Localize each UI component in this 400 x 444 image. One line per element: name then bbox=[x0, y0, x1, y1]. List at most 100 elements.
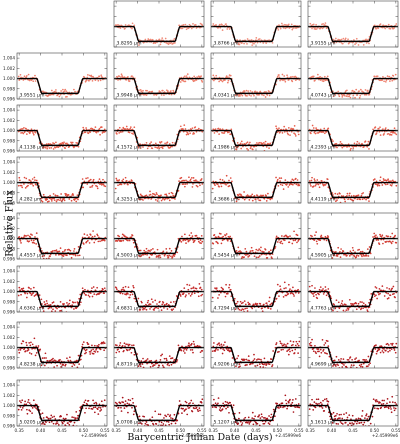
data-point bbox=[231, 357, 234, 359]
data-point bbox=[352, 199, 355, 202]
data-point bbox=[98, 127, 101, 130]
data-point bbox=[343, 94, 346, 97]
data-point bbox=[160, 199, 163, 202]
data-point bbox=[289, 350, 291, 353]
data-point bbox=[45, 199, 47, 201]
y-tick-label: 1.002 bbox=[3, 118, 15, 123]
data-point bbox=[138, 89, 140, 92]
data-point bbox=[62, 142, 65, 145]
data-point bbox=[221, 352, 224, 355]
data-point bbox=[45, 300, 48, 302]
data-point bbox=[345, 95, 348, 97]
data-point bbox=[249, 250, 252, 253]
data-point bbox=[356, 94, 359, 96]
data-point bbox=[28, 287, 31, 289]
data-point bbox=[163, 357, 166, 360]
panel-6: 4.0341 μm bbox=[210, 52, 302, 100]
data-point bbox=[20, 242, 22, 244]
data-point bbox=[168, 364, 171, 367]
data-point bbox=[64, 417, 67, 420]
panel-21: 4.6831 μm bbox=[113, 265, 205, 313]
data-point bbox=[69, 249, 72, 252]
data-point bbox=[283, 287, 286, 290]
data-point bbox=[262, 194, 265, 197]
data-point bbox=[289, 235, 291, 237]
data-point bbox=[166, 308, 169, 310]
data-point bbox=[148, 256, 151, 259]
data-point bbox=[29, 344, 32, 347]
data-point bbox=[389, 235, 392, 238]
data-point bbox=[96, 408, 99, 411]
data-point bbox=[251, 44, 254, 46]
data-point bbox=[142, 308, 144, 311]
data-point bbox=[259, 199, 262, 202]
data-point bbox=[379, 233, 381, 236]
data-point bbox=[275, 342, 278, 344]
data-point bbox=[91, 235, 94, 238]
data-point bbox=[45, 145, 47, 148]
data-point bbox=[278, 295, 280, 297]
data-points bbox=[211, 22, 301, 46]
data-point bbox=[171, 192, 174, 195]
data-point bbox=[86, 341, 89, 344]
data-point bbox=[148, 90, 151, 93]
data-point bbox=[83, 292, 86, 295]
panel-9: 4.1572 μm bbox=[113, 104, 205, 152]
y-tick-label: 1.000 bbox=[3, 180, 15, 185]
data-point bbox=[327, 288, 330, 290]
data-point bbox=[339, 192, 341, 195]
data-point bbox=[122, 239, 125, 242]
data-point bbox=[341, 94, 344, 97]
data-point bbox=[269, 303, 272, 306]
data-point bbox=[120, 73, 123, 76]
data-point bbox=[381, 79, 384, 81]
panel-7: 4.0743 μm bbox=[307, 52, 399, 100]
data-point bbox=[164, 197, 167, 200]
data-point bbox=[337, 90, 340, 93]
data-point bbox=[141, 301, 143, 304]
x-tick-label: 0.45 bbox=[57, 428, 67, 433]
data-point bbox=[231, 180, 233, 183]
data-point bbox=[118, 179, 121, 181]
data-point bbox=[152, 248, 154, 250]
data-point bbox=[35, 232, 38, 234]
data-point bbox=[88, 236, 90, 238]
data-point bbox=[70, 306, 73, 309]
data-point bbox=[213, 183, 216, 185]
data-point bbox=[62, 364, 65, 366]
data-points bbox=[17, 337, 107, 368]
data-point bbox=[49, 255, 51, 258]
data-point bbox=[145, 303, 147, 306]
data-point bbox=[280, 177, 283, 179]
data-point bbox=[311, 284, 313, 287]
data-point bbox=[378, 127, 380, 130]
data-point bbox=[196, 76, 198, 78]
data-point bbox=[179, 81, 182, 83]
data-point bbox=[333, 41, 335, 44]
data-point bbox=[156, 193, 158, 196]
data-point bbox=[332, 38, 335, 41]
data-point bbox=[336, 193, 339, 195]
data-point bbox=[335, 142, 338, 145]
data-point bbox=[347, 198, 349, 201]
data-point bbox=[137, 297, 140, 300]
data-point bbox=[317, 183, 320, 186]
data-point bbox=[320, 234, 323, 237]
data-point bbox=[127, 239, 129, 242]
data-point bbox=[265, 146, 268, 148]
data-point bbox=[124, 24, 127, 26]
data-point bbox=[387, 23, 390, 26]
data-point bbox=[103, 349, 105, 352]
y-tick-label: 1.004 bbox=[3, 108, 15, 113]
data-point bbox=[365, 254, 368, 257]
data-point bbox=[391, 287, 394, 290]
data-point bbox=[127, 76, 129, 78]
data-point bbox=[240, 194, 243, 196]
data-point bbox=[201, 350, 204, 352]
data-point bbox=[359, 365, 362, 368]
data-point bbox=[82, 126, 85, 129]
data-point bbox=[28, 352, 31, 354]
data-point bbox=[72, 194, 75, 196]
data-point bbox=[372, 179, 375, 181]
data-point bbox=[213, 132, 216, 134]
